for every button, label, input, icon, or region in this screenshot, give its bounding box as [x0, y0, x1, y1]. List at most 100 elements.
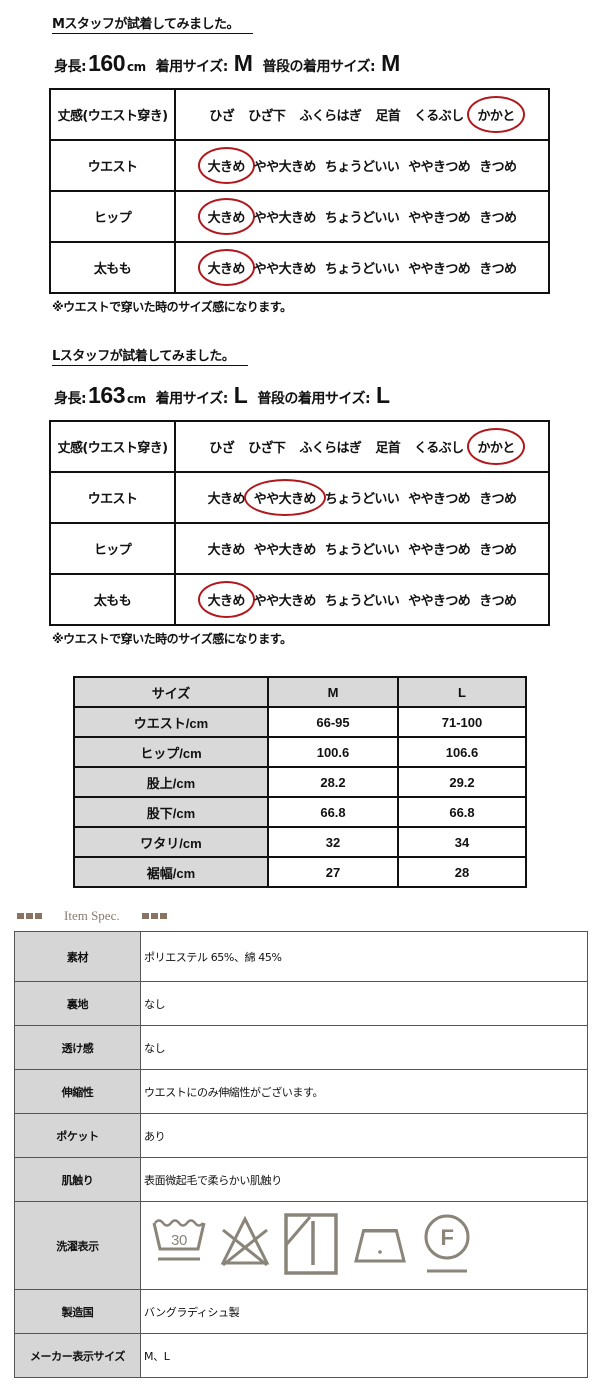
spec-key: メーカー表示サイズ	[14, 1333, 141, 1378]
svg-text:F: F	[440, 1225, 453, 1250]
fit-row: ウエスト 大きめ やや大きめ ちょうどいい ややきつめ きつめ	[49, 139, 550, 192]
fit-option: ややきつめ	[408, 594, 471, 609]
stat-usual: L	[376, 382, 390, 408]
size-row: ヒップ/cm 100.6 106.6	[73, 736, 527, 768]
spec-value: ウエストにのみ伸縮性がございます。	[140, 1069, 588, 1114]
spec-heading: Item Spec.	[17, 908, 167, 924]
fit-option: やや大きめ	[253, 262, 317, 277]
fit-options: 大きめ やや大きめ ちょうどいい ややきつめ きつめ	[174, 241, 550, 294]
spec-table: 素材 ポリエステル 65%、綿 45% 裏地 なし 透け感 なし 伸縮性 ウエストにのみ伸縮性…	[14, 931, 588, 1378]
staff-title: Mスタッフが試着してみました。	[52, 17, 254, 34]
fit-option: ややきつめ	[408, 211, 471, 226]
fit-label: 太もも	[49, 241, 176, 294]
fit-option: ちょうどいい	[324, 594, 400, 609]
fit-options: 大きめ やや大きめ ちょうどいい ややきつめ きつめ	[174, 190, 550, 243]
stat-height: 160	[88, 50, 125, 76]
spec-row: 裏地 なし	[14, 981, 588, 1026]
wash-30-gentle-icon: 30	[152, 1215, 206, 1276]
dry-clean-f-gentle-icon: F	[422, 1213, 472, 1278]
spec-value: なし	[140, 1025, 588, 1070]
fit-note: ※ウエストで穿いた時のサイズ感になります。	[52, 632, 292, 646]
fit-row: ヒップ 大きめ やや大きめ ちょうどいい ややきつめ きつめ	[49, 190, 550, 243]
size-cell: 66-95	[267, 706, 399, 738]
size-cell: 28	[397, 856, 527, 888]
spec-value: M、L	[140, 1333, 588, 1378]
decor-squares	[17, 913, 42, 919]
fit-row: 丈感(ウエスト穿き) ひざ ひざ下 ふくらはぎ 足首 くるぶし かかと	[49, 88, 550, 141]
size-row: 裾幅/cm 27 28	[73, 856, 527, 888]
spec-value: 表面微起毛で柔らかい肌触り	[140, 1157, 588, 1202]
fit-option: ややきつめ	[408, 492, 471, 507]
fit-option: ややきつめ	[408, 262, 471, 277]
fit-options: 大きめ やや大きめ ちょうどいい ややきつめ きつめ	[174, 139, 550, 192]
fit-option: きつめ	[479, 492, 517, 507]
fit-row: 太もも 大きめ やや大きめ ちょうどいい ややきつめ きつめ	[49, 573, 550, 626]
fit-option: ちょうどいい	[324, 543, 400, 558]
fit-option: ややきつめ	[408, 160, 471, 175]
spec-value: あり	[140, 1113, 588, 1158]
spec-key: 裏地	[14, 981, 141, 1026]
size-cell: 66.8	[397, 796, 527, 828]
size-row: ワタリ/cm 32 34	[73, 826, 527, 858]
fit-option: ちょうどいい	[324, 160, 400, 175]
fit-option: きつめ	[479, 543, 517, 558]
fit-label: ウエスト	[49, 471, 176, 524]
size-table: サイズ M L ウエスト/cm 66-95 71-100 ヒップ/cm 100.6 106.6 股…	[73, 676, 527, 888]
size-cell: 股上/cm	[73, 766, 269, 798]
spec-row: 素材 ポリエステル 65%、綿 45%	[14, 931, 588, 982]
stat-height-label: 身長:	[54, 391, 87, 407]
spec-value: 30 F	[140, 1201, 588, 1290]
fit-option-selected: 大きめ	[197, 147, 256, 184]
staff-l-section: Lスタッフが試着してみました。 身長: 163 cm 着用サイズ: L 普段の着用サイズ: L…	[0, 332, 600, 662]
size-cell: 32	[267, 826, 399, 858]
staff-stats: 身長: 163 cm 着用サイズ: L 普段の着用サイズ: L	[54, 382, 400, 409]
size-cell: ヒップ/cm	[73, 736, 269, 768]
fit-label: ヒップ	[49, 190, 176, 243]
fit-option: ひざ	[209, 441, 235, 456]
spec-key: 透け感	[14, 1025, 141, 1070]
fit-option-selected: 大きめ	[197, 581, 256, 618]
staff-m-section: Mスタッフが試着してみました。 身長: 160 cm 着用サイズ: M 普段の着用サイズ: M…	[0, 0, 600, 330]
fit-option: 大きめ	[207, 543, 246, 558]
spec-value: なし	[140, 981, 588, 1026]
size-cell: ワタリ/cm	[73, 826, 269, 858]
fit-option-selected: かかと	[467, 428, 525, 465]
fit-option: くるぶし	[414, 109, 464, 124]
fit-option: ふくらはぎ	[299, 441, 362, 456]
spec-row: 製造国 バングラディシュ製	[14, 1289, 588, 1334]
stat-height-label: 身長:	[54, 59, 87, 75]
size-header-row: サイズ M L	[73, 676, 527, 708]
fit-options: 大きめ やや大きめ ちょうどいい ややきつめ きつめ	[174, 573, 550, 626]
fit-note: ※ウエストで穿いた時のサイズ感になります。	[52, 300, 292, 314]
spec-row: メーカー表示サイズ M、L	[14, 1333, 588, 1378]
fit-options: ひざ ひざ下 ふくらはぎ 足首 くるぶし かかと	[174, 420, 550, 473]
staff-stats: 身長: 160 cm 着用サイズ: M 普段の着用サイズ: M	[54, 50, 410, 77]
fit-option: きつめ	[479, 211, 517, 226]
fit-option: ちょうどいい	[324, 262, 400, 277]
fit-row: 丈感(ウエスト穿き) ひざ ひざ下 ふくらはぎ 足首 くるぶし かかと	[49, 420, 550, 473]
fit-option: きつめ	[479, 594, 517, 609]
stat-height-unit: cm	[126, 392, 146, 406]
fit-option: くるぶし	[414, 441, 464, 456]
stat-usual: M	[381, 50, 400, 76]
size-cell: 股下/cm	[73, 796, 269, 828]
fit-option: きつめ	[479, 262, 517, 277]
size-cell: 29.2	[397, 766, 527, 798]
stat-usual-label: 普段の着用サイズ:	[262, 59, 376, 75]
size-cell: 28.2	[267, 766, 399, 798]
fit-option-selected: かかと	[467, 96, 525, 133]
fit-option: ややきつめ	[408, 543, 471, 558]
fit-option: ちょうどいい	[324, 492, 400, 507]
fit-option-selected: やや大きめ	[243, 479, 326, 516]
size-cell: 71-100	[397, 706, 527, 738]
fit-option: きつめ	[479, 160, 517, 175]
size-row: ウエスト/cm 66-95 71-100	[73, 706, 527, 738]
fit-option: 足首	[375, 441, 401, 456]
fit-option: 大きめ	[207, 492, 246, 507]
spec-key: 肌触り	[14, 1157, 141, 1202]
stat-worn-label: 着用サイズ:	[155, 391, 229, 407]
fit-option: やや大きめ	[253, 160, 317, 175]
fit-row: ウエスト 大きめ やや大きめ ちょうどいい ややきつめ きつめ	[49, 471, 550, 524]
stat-height: 163	[88, 382, 125, 408]
size-row: 股下/cm 66.8 66.8	[73, 796, 527, 828]
